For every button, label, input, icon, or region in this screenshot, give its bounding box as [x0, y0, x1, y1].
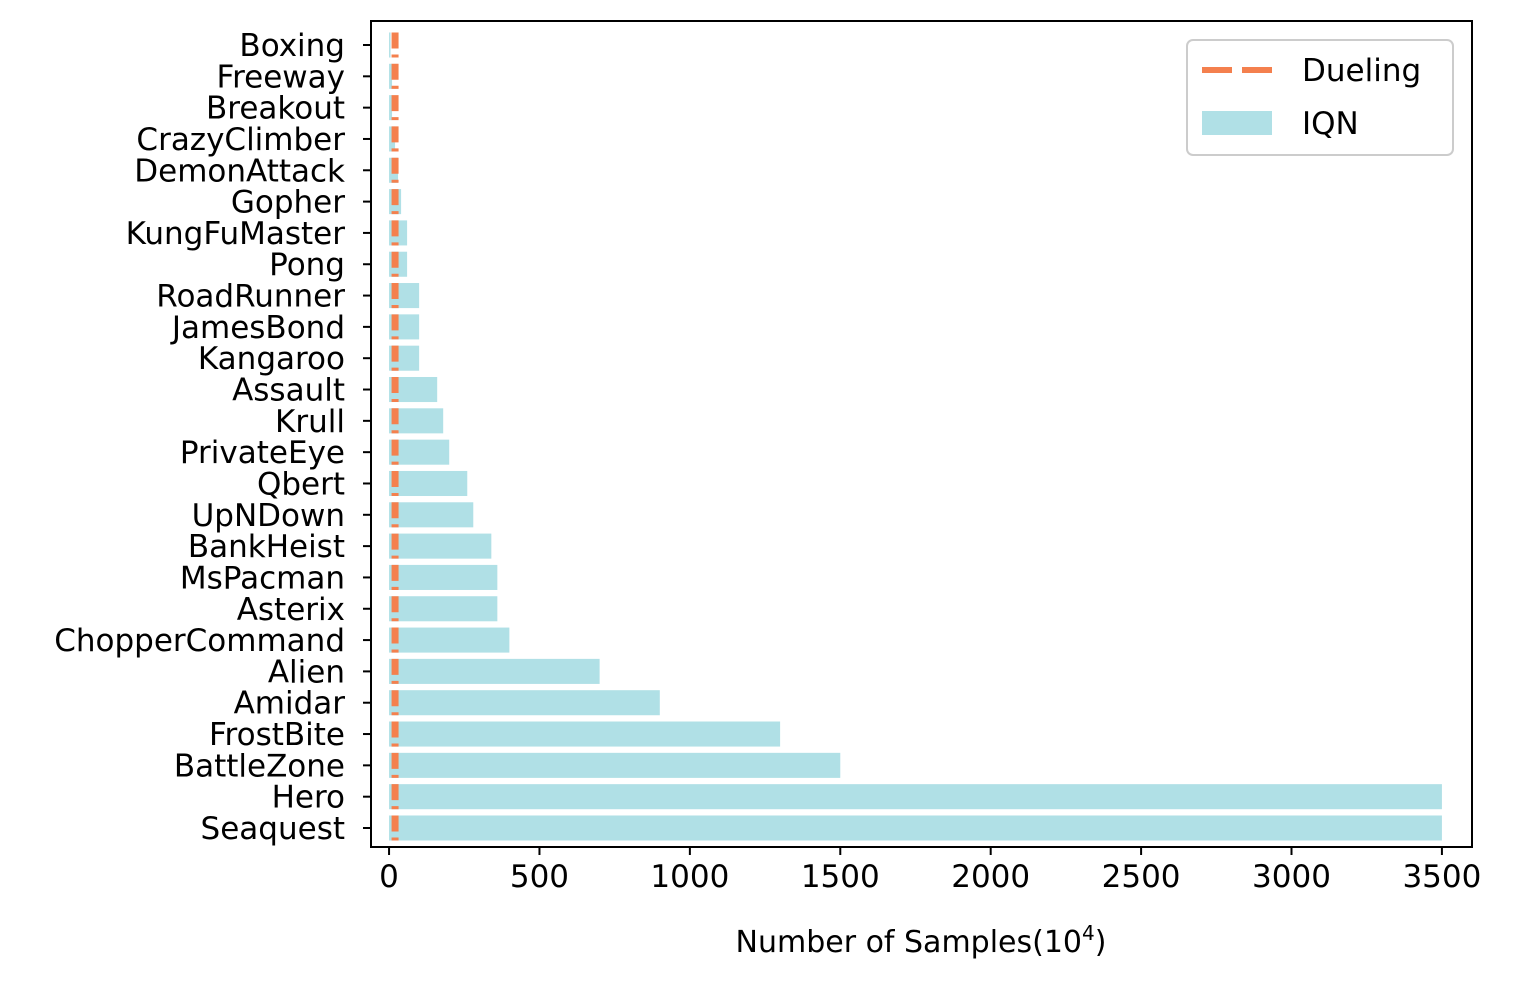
iqn-bar-hero: [389, 784, 1442, 810]
y-tick-label-privateeye: PrivateEye: [180, 435, 345, 471]
y-tick-label-kangaroo: Kangaroo: [198, 341, 345, 377]
iqn-bar-bankheist: [389, 533, 492, 559]
y-tick-label-asterix: Asterix: [237, 592, 345, 628]
y-tick-label-qbert: Qbert: [257, 466, 345, 502]
iqn-bar-alien: [389, 658, 600, 684]
x-axis-label: Number of Samples(104): [736, 921, 1107, 960]
iqn-bar-choppercommand: [389, 627, 510, 653]
legend-label-dueling: Dueling: [1302, 53, 1421, 89]
iqn-bar-amidar: [389, 690, 660, 716]
iqn-bar-freeway: [389, 63, 393, 89]
y-tick-label-gopher: Gopher: [231, 185, 345, 221]
x-axis: 0 500 1000 1500 2000 2500 3000 3500: [379, 847, 1481, 895]
legend: Dueling IQN: [1186, 39, 1454, 156]
y-tick-label-krull: Krull: [275, 404, 345, 440]
x-tick-label-1500: 1500: [801, 859, 880, 895]
plot-frame: [370, 20, 1473, 848]
x-tick-label-2500: 2500: [1102, 859, 1181, 895]
y-tick-label-roadrunner: RoadRunner: [156, 279, 345, 315]
iqn-bar-asterix: [389, 596, 498, 622]
iqn-bar-boxing: [389, 32, 391, 58]
y-tick-label-frostbite: FrostBite: [209, 717, 345, 753]
iqn-bar-mspacman: [389, 564, 498, 590]
y-tick-label-freeway: Freeway: [217, 59, 345, 95]
y-tick-label-demonattack: DemonAttack: [134, 153, 345, 189]
y-tick-label-boxing: Boxing: [239, 28, 345, 64]
y-tick-label-bankheist: BankHeist: [188, 529, 345, 565]
y-tick-label-jamesbond: JamesBond: [170, 310, 345, 346]
y-tick-label-assault: Assault: [232, 373, 345, 409]
y-tick-label-hero: Hero: [272, 780, 345, 816]
y-tick-label-kungfumaster: KungFuMaster: [126, 216, 346, 252]
y-tick-label-alien: Alien: [268, 654, 345, 690]
x-tick-label-1000: 1000: [650, 859, 729, 895]
y-tick-label-choppercommand: ChopperCommand: [54, 623, 345, 659]
y-tick-label-battlezone: BattleZone: [174, 748, 345, 784]
iqn-bar-battlezone: [389, 752, 841, 778]
iqn-bar-upndown: [389, 502, 474, 528]
y-axis: BoxingFreewayBreakoutCrazyClimberDemonAt…: [54, 28, 371, 847]
iqn-bar-seaquest: [389, 815, 1442, 841]
x-tick-label-500: 500: [510, 859, 569, 895]
iqn-bar-qbert: [389, 470, 468, 497]
y-tick-label-seaquest: Seaquest: [201, 811, 345, 847]
iqn-bar-privateeye: [389, 439, 450, 465]
y-tick-label-amidar: Amidar: [234, 686, 346, 722]
y-tick-label-pong: Pong: [269, 247, 345, 283]
y-tick-label-crazyclimber: CrazyClimber: [136, 122, 345, 158]
x-tick-label-2000: 2000: [951, 859, 1030, 895]
iqn-bar-frostbite: [389, 721, 781, 747]
iqn-bars: [389, 32, 1442, 841]
y-tick-label-upndown: UpNDown: [192, 498, 345, 534]
x-tick-label-0: 0: [379, 859, 399, 895]
legend-label-iqn: IQN: [1302, 106, 1359, 142]
legend-iqn-swatch: [1202, 111, 1272, 135]
y-tick-label-mspacman: MsPacman: [180, 560, 345, 596]
iqn-bar-breakout: [389, 95, 393, 121]
y-tick-label-breakout: Breakout: [206, 91, 345, 127]
x-tick-label-3500: 3500: [1402, 859, 1481, 895]
x-tick-label-3000: 3000: [1252, 859, 1331, 895]
